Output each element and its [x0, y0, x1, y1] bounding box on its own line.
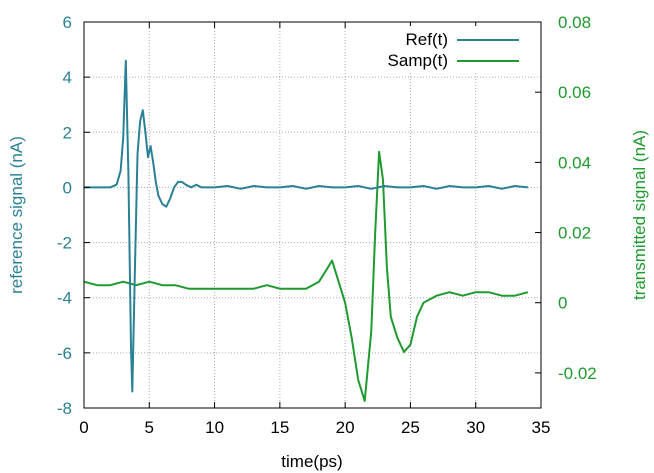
x-axis-label: time(ps) — [281, 452, 342, 471]
legend-label-samp: Samp(t) — [388, 51, 448, 70]
x-tick-label: 5 — [145, 418, 154, 437]
series-line-ref — [84, 59, 529, 393]
x-tick-label: 35 — [532, 418, 551, 437]
y2-tick-label: 0.02 — [558, 224, 591, 243]
y2-tick-label: 0.04 — [558, 153, 591, 172]
y-tick-label: -6 — [57, 344, 72, 363]
plot-frame — [83, 21, 542, 409]
y-tick-label: -8 — [57, 399, 72, 418]
y-tick-label: 2 — [63, 123, 72, 142]
y2-axis-label: transmitted signal (nA) — [630, 130, 649, 300]
legend-background — [360, 26, 536, 72]
x-tick-label: 0 — [79, 418, 88, 437]
tick-labels: 0 5 10 15 20 25 30 35 -8 -6 -4 -2 0 2 4 6 -0.02 0 0.02 0.04… — [57, 13, 597, 437]
y-tick-label: -4 — [57, 289, 72, 308]
y-tick-label: 6 — [63, 13, 72, 32]
legend-label-ref: Ref(t) — [406, 30, 449, 49]
series-line-samp — [83, 150, 529, 402]
legend: Ref(t) Samp(t) — [360, 26, 536, 72]
x-tick-label: 10 — [205, 418, 224, 437]
series-layer — [83, 59, 529, 402]
x-tick-label: 30 — [466, 418, 485, 437]
y2-tick-label: 0.06 — [558, 83, 591, 102]
y2-tick-label: 0.08 — [558, 13, 591, 32]
x-tick-label: 20 — [336, 418, 355, 437]
y2-tick-label: 0 — [558, 294, 567, 313]
y-tick-label: 0 — [63, 178, 72, 197]
x-tick-label: 15 — [270, 418, 289, 437]
tick-marks — [83, 21, 542, 409]
x-tick-label: 25 — [401, 418, 420, 437]
y-axis-label: reference signal (nA) — [7, 136, 26, 294]
y-tick-label: 4 — [63, 68, 72, 87]
y2-tick-label: -0.02 — [558, 364, 597, 383]
y-tick-label: -2 — [57, 234, 72, 253]
